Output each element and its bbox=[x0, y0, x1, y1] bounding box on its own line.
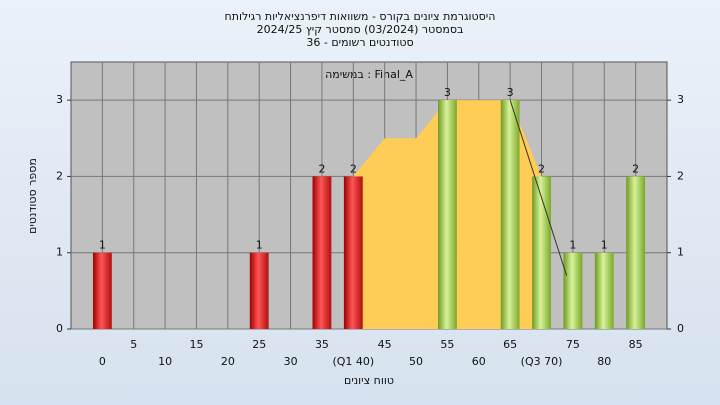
y-tick-label: 0 bbox=[56, 322, 63, 335]
y-tick-label: 0 bbox=[677, 322, 684, 335]
x-tick-label: (Q3 70) bbox=[521, 355, 563, 368]
y-tick-label: 1 bbox=[677, 246, 684, 259]
x-tick-label: 55 bbox=[440, 338, 454, 351]
x-tick-label: 85 bbox=[629, 338, 643, 351]
x-tick-label: 50 bbox=[409, 355, 423, 368]
x-tick-label: 30 bbox=[284, 355, 298, 368]
x-tick-label: 65 bbox=[503, 338, 517, 351]
bar bbox=[563, 252, 583, 329]
value-label: 2 bbox=[538, 162, 545, 175]
x-tick-label: 10 bbox=[158, 355, 172, 368]
y-tick-label: 2 bbox=[677, 169, 684, 182]
trend-line bbox=[509, 99, 568, 276]
x-tick-label: 75 bbox=[566, 338, 580, 351]
bar bbox=[594, 252, 614, 329]
bar bbox=[343, 176, 363, 329]
bar bbox=[92, 252, 112, 329]
bar bbox=[626, 176, 646, 329]
y-tick-label: 2 bbox=[56, 169, 63, 182]
value-label: 1 bbox=[569, 239, 576, 252]
x-axis-label: טווח ציונים bbox=[344, 374, 394, 387]
bar bbox=[438, 100, 457, 330]
title-line: בסמסטר (03/2024) סמסטר קיץ 2024/25 bbox=[257, 23, 464, 36]
title-line: סטודנטים רשומים - 36 bbox=[306, 36, 413, 49]
x-tick-label: 45 bbox=[378, 338, 392, 351]
value-label: 1 bbox=[256, 239, 263, 252]
title-line: היסטוגרמת ציונים בקורס - משוואות דיפרנצי… bbox=[225, 10, 496, 23]
x-tick-label: 25 bbox=[252, 338, 266, 351]
x-tick-label: 80 bbox=[597, 355, 611, 368]
y-tick-label: 1 bbox=[56, 246, 63, 259]
value-label: 2 bbox=[350, 162, 357, 175]
annotation: במשימה : Final_A bbox=[325, 68, 413, 81]
value-label: 2 bbox=[632, 162, 639, 175]
value-label: 2 bbox=[318, 162, 325, 175]
bar bbox=[312, 176, 332, 329]
value-label: 1 bbox=[99, 239, 106, 252]
value-label: 3 bbox=[507, 86, 514, 99]
value-label: 3 bbox=[444, 86, 451, 99]
x-tick-label: 5 bbox=[130, 338, 137, 351]
value-label: 1 bbox=[601, 239, 608, 252]
bar bbox=[500, 100, 520, 330]
y-tick-label: 3 bbox=[677, 93, 684, 106]
x-tick-label: 35 bbox=[315, 338, 329, 351]
x-tick-label: 20 bbox=[221, 355, 235, 368]
x-tick-label: 15 bbox=[189, 338, 203, 351]
bar bbox=[532, 176, 551, 329]
y-tick-label: 3 bbox=[56, 93, 63, 106]
x-tick-label: 60 bbox=[472, 355, 486, 368]
y-axis-label: מספר סטודנטים bbox=[26, 158, 39, 234]
bar bbox=[249, 252, 269, 329]
x-tick-label: (Q1 40) bbox=[332, 355, 374, 368]
x-tick-label: 0 bbox=[99, 355, 106, 368]
